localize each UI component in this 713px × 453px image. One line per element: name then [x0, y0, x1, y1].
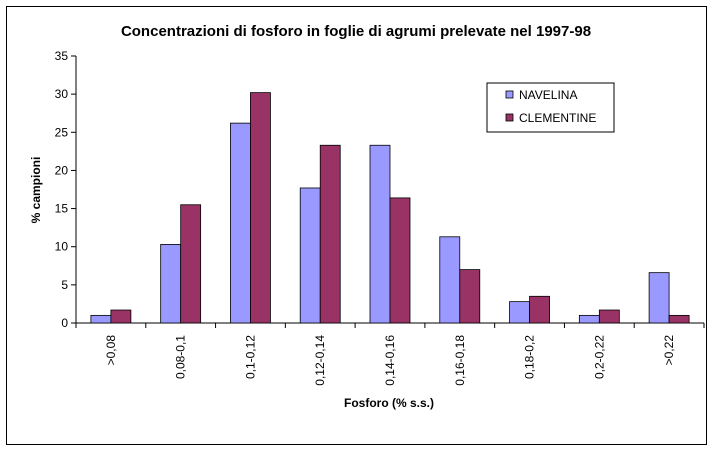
- bar-clementine: [110, 309, 132, 324]
- x-tick-label: 0,08-0,1: [174, 335, 188, 379]
- x-tick-label: 0,2-0,22: [592, 335, 606, 379]
- x-tick-label: 0,18-0,2: [523, 335, 537, 379]
- x-tick-label: 0,14-0,16: [383, 335, 397, 386]
- x-tick-label: 0,1-0,12: [243, 335, 257, 379]
- legend-swatch-clementine: [505, 113, 514, 122]
- legend-label-navelina: NAVELINA: [519, 88, 577, 102]
- y-tick-label: 25: [55, 125, 69, 139]
- chart-frame: [6, 6, 707, 445]
- bar-navelina: [299, 187, 321, 324]
- bar-navelina: [160, 244, 182, 324]
- bar-navelina: [439, 236, 461, 324]
- y-tick-label: 15: [55, 202, 69, 216]
- bar-navelina: [369, 144, 391, 324]
- chart-title: Concentrazioni di fosforo in foglie di a…: [121, 23, 591, 40]
- x-tick-label: >0,22: [662, 335, 676, 366]
- x-tick-label: 0,12-0,14: [313, 335, 327, 386]
- plot-area: 0 5 10 15 20 25 30 35 >0,08 0,08-0,1 0,1-0,12 0,12-…: [55, 49, 705, 386]
- bar-clementine: [598, 309, 620, 324]
- x-axis-title: Fosforo (% s.s.): [344, 396, 434, 410]
- y-tick-label: 30: [55, 87, 69, 101]
- x-tick-label: 0,16-0,18: [453, 335, 467, 386]
- bar-navelina: [230, 122, 251, 324]
- y-tick-label: 5: [61, 278, 68, 292]
- bar-clementine: [459, 269, 481, 324]
- legend-label-clementine: CLEMENTINE: [519, 111, 596, 125]
- bar-navelina: [648, 272, 670, 324]
- bar-clementine: [529, 295, 550, 324]
- y-tick-label: 20: [55, 163, 69, 177]
- bar-clementine: [180, 204, 202, 324]
- legend-swatch-navelina: [505, 90, 514, 99]
- bar-clementine: [319, 144, 341, 324]
- y-tick-label: 10: [55, 240, 69, 254]
- legend: NAVELINA CLEMENTINE: [486, 82, 615, 133]
- bar-navelina: [578, 314, 600, 324]
- bar-navelina: [90, 314, 112, 324]
- bar-navelina: [509, 301, 530, 324]
- y-tick-label: 0: [61, 316, 68, 330]
- bar-clementine: [250, 92, 271, 324]
- bar-clementine: [668, 314, 690, 324]
- bar-clementine: [389, 197, 411, 324]
- x-tick-label: >0,08: [104, 335, 118, 366]
- y-axis-title: % campioni: [29, 157, 43, 224]
- y-tick-label: 35: [55, 49, 69, 63]
